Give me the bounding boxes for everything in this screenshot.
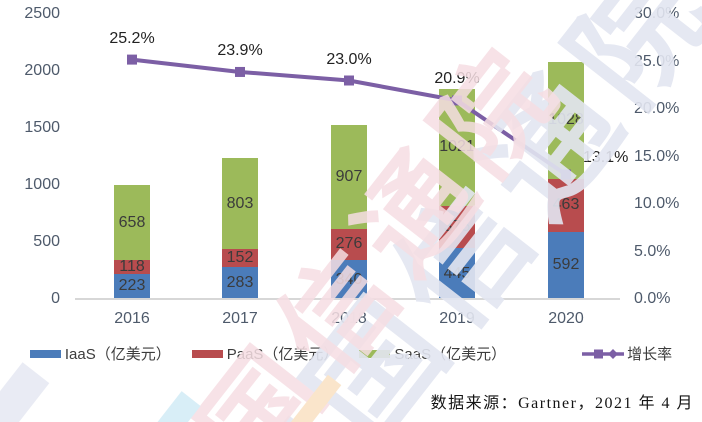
bar-segment: 1028 xyxy=(548,61,584,179)
legend-label-saas: SaaS（亿美元） xyxy=(394,346,507,363)
line-point-marker xyxy=(127,54,137,65)
legend-item-iaas: IaaS（亿美元） xyxy=(29,343,171,364)
bar-segment: 463 xyxy=(548,178,584,232)
bar-segment: 283 xyxy=(222,266,258,299)
left-axis-tick: 1000 xyxy=(24,176,60,193)
bar-segment: 803 xyxy=(222,157,258,250)
bar-value-label: 276 xyxy=(335,235,363,253)
bar-value-label: 592 xyxy=(552,256,580,274)
x-axis-category-label: 2017 xyxy=(222,310,258,327)
paas-swatch-icon xyxy=(191,349,223,358)
bar-segment: 1021 xyxy=(439,89,475,206)
bar-segment: 907 xyxy=(331,125,367,229)
bar-segment: 592 xyxy=(548,231,584,299)
bar-value-label: 1028 xyxy=(548,111,584,129)
x-axis-category-label: 2016 xyxy=(114,310,150,327)
x-axis-category-label: 2019 xyxy=(439,310,475,327)
right-axis-tick: 30.0% xyxy=(634,5,680,22)
bar-segment: 276 xyxy=(331,228,367,261)
right-axis-tick: 0.0% xyxy=(634,290,671,307)
x-axis-category-label: 2018 xyxy=(331,310,367,327)
legend: IaaS（亿美元） PaaS（亿美元） SaaS（亿美元） 增长率 xyxy=(0,343,702,364)
bar-value-label: 152 xyxy=(226,249,254,267)
legend-label-growth: 增长率 xyxy=(627,346,673,363)
growth-rate-label: 13.1% xyxy=(583,148,629,166)
iaas-swatch-icon xyxy=(29,349,61,358)
right-axis-tick: 10.0% xyxy=(634,195,680,212)
x-axis-line xyxy=(75,298,620,300)
line-point-marker xyxy=(235,66,245,77)
right-axis-tick: 15.0% xyxy=(634,147,680,165)
legend-label-paas: PaaS（亿美元） xyxy=(226,346,339,363)
bar-segment: 118 xyxy=(114,257,150,275)
right-axis-tick: 25.0% xyxy=(634,52,680,70)
growth-rate-label: 25.2% xyxy=(109,29,155,47)
bar-value-label: 803 xyxy=(226,194,254,212)
bar-value-label: 445 xyxy=(443,264,471,282)
bar-segment: 152 xyxy=(222,249,258,267)
saas-swatch-icon xyxy=(359,349,391,358)
left-axis-tick: 500 xyxy=(33,233,60,250)
bar-value-label: 118 xyxy=(119,257,145,275)
line-point-marker xyxy=(344,75,354,86)
bar-segment: 658 xyxy=(114,185,150,261)
growth-rate-label: 23.0% xyxy=(326,50,372,68)
right-axis-tick: 5.0% xyxy=(634,242,671,260)
left-axis-tick: 2500 xyxy=(24,5,60,22)
bar-value-label: 463 xyxy=(552,196,580,214)
bar-value-label: 1021 xyxy=(439,138,475,156)
bar-segment: 340 xyxy=(331,260,367,299)
legend-item-growth: 增长率 xyxy=(581,343,672,364)
bar-value-label: 223 xyxy=(118,277,146,295)
left-axis-tick: 2000 xyxy=(24,62,60,79)
bar-value-label: 283 xyxy=(226,273,254,291)
bar-segment: 375 xyxy=(439,205,475,249)
legend-item-paas: PaaS（亿美元） xyxy=(191,343,339,364)
bar-value-label: 658 xyxy=(118,213,146,231)
right-axis-tick: 20.0% xyxy=(634,100,680,117)
line-marker-icon xyxy=(582,348,625,359)
bar-segment: 223 xyxy=(114,273,150,299)
bar-value-label: 375 xyxy=(443,217,471,235)
bar-value-label: 340 xyxy=(335,270,363,288)
left-axis-tick: 0 xyxy=(51,290,60,307)
bar-segment: 445 xyxy=(439,248,475,299)
growth-rate-label: 20.9% xyxy=(434,70,480,88)
bar-value-label: 907 xyxy=(335,168,363,186)
legend-item-saas: SaaS（亿美元） xyxy=(359,343,506,364)
x-axis-category-label: 2020 xyxy=(548,310,584,327)
left-axis-tick: 1500 xyxy=(24,119,60,136)
growth-rate-label: 23.9% xyxy=(217,41,263,59)
legend-label-iaas: IaaS（亿美元） xyxy=(64,346,171,363)
source-note: 数据来源：Gartner，2021 年 4 月 xyxy=(430,395,694,412)
